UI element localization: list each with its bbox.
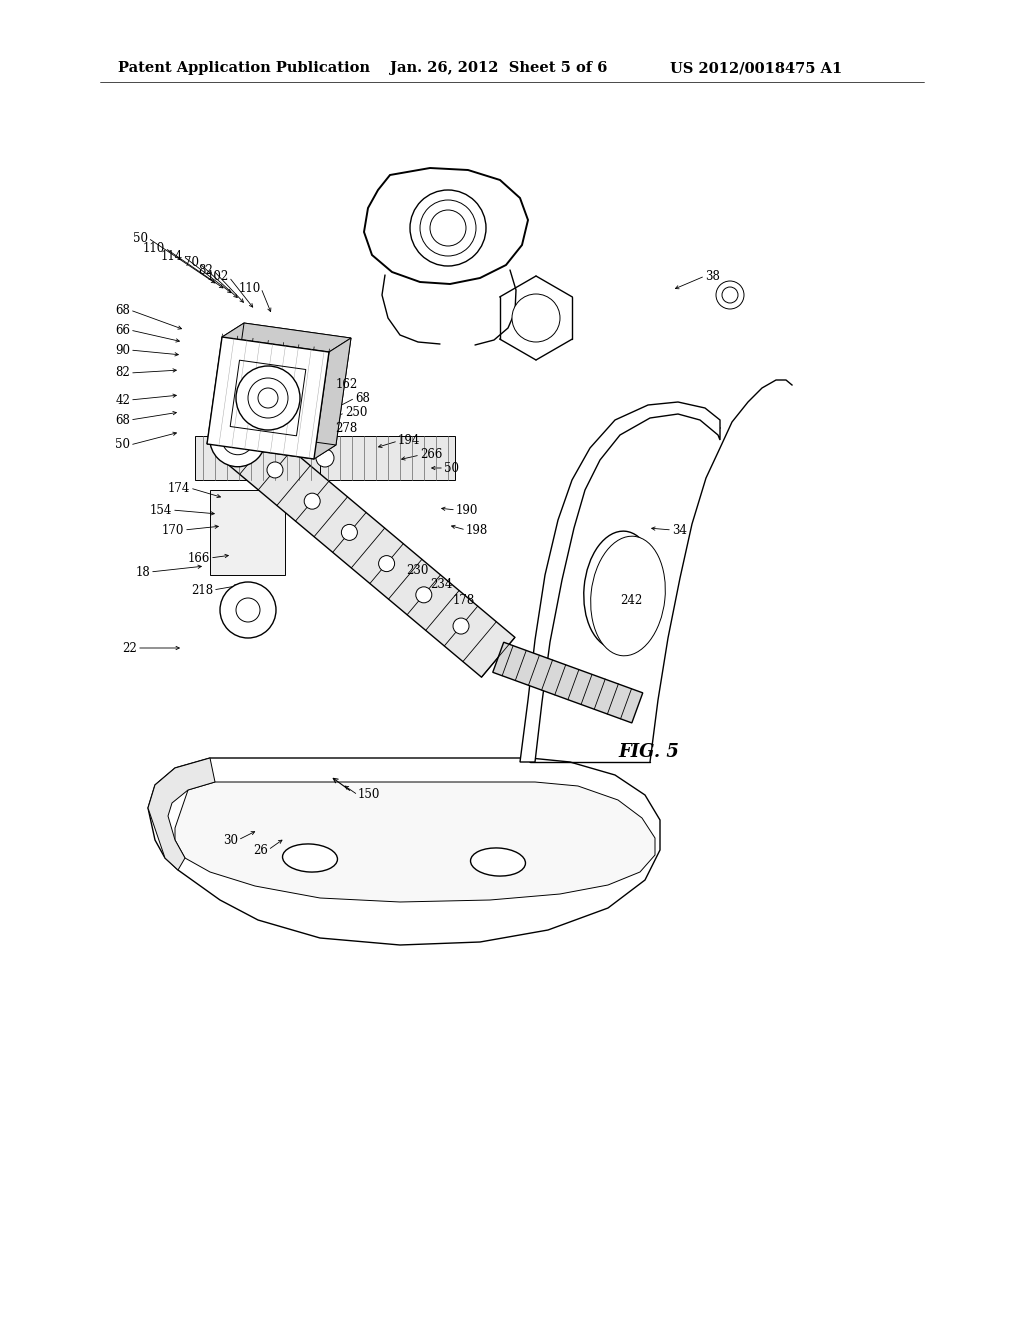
Text: 30: 30 xyxy=(223,833,238,846)
Polygon shape xyxy=(195,436,319,480)
Ellipse shape xyxy=(283,843,338,873)
Circle shape xyxy=(236,366,300,430)
Text: 170: 170 xyxy=(162,524,184,536)
Text: Patent Application Publication: Patent Application Publication xyxy=(118,61,370,75)
Text: 110: 110 xyxy=(142,242,165,255)
Circle shape xyxy=(236,598,260,622)
Circle shape xyxy=(512,294,560,342)
Circle shape xyxy=(453,618,469,634)
Text: 230: 230 xyxy=(406,564,428,577)
Text: 174: 174 xyxy=(168,482,190,495)
Circle shape xyxy=(410,190,486,267)
Ellipse shape xyxy=(470,847,525,876)
Text: Jan. 26, 2012  Sheet 5 of 6: Jan. 26, 2012 Sheet 5 of 6 xyxy=(390,61,607,75)
Polygon shape xyxy=(493,643,643,723)
Ellipse shape xyxy=(584,531,656,649)
Text: 18: 18 xyxy=(135,565,150,578)
Text: 218: 218 xyxy=(190,583,213,597)
Text: 34: 34 xyxy=(672,524,687,536)
Polygon shape xyxy=(210,490,285,576)
Polygon shape xyxy=(319,436,455,480)
Text: 166: 166 xyxy=(187,552,210,565)
Text: 198: 198 xyxy=(466,524,488,536)
Text: 82: 82 xyxy=(116,367,130,380)
Text: 266: 266 xyxy=(420,449,442,462)
Polygon shape xyxy=(207,323,244,444)
Text: 38: 38 xyxy=(705,269,720,282)
Circle shape xyxy=(341,524,357,540)
Polygon shape xyxy=(148,758,660,945)
Text: 50: 50 xyxy=(115,438,130,451)
Circle shape xyxy=(722,286,738,304)
Circle shape xyxy=(248,378,288,418)
Circle shape xyxy=(210,411,266,467)
Text: 50: 50 xyxy=(444,462,459,474)
Text: 42: 42 xyxy=(115,393,130,407)
Polygon shape xyxy=(207,430,336,459)
Circle shape xyxy=(316,449,334,467)
Text: 178: 178 xyxy=(453,594,475,606)
Text: 22: 22 xyxy=(122,642,137,655)
Circle shape xyxy=(416,587,432,603)
Circle shape xyxy=(267,462,283,478)
Text: 250: 250 xyxy=(345,407,368,420)
Text: 70: 70 xyxy=(184,256,199,269)
Polygon shape xyxy=(222,323,351,352)
Circle shape xyxy=(430,210,466,246)
Text: 82: 82 xyxy=(199,264,213,276)
Text: 50: 50 xyxy=(133,231,148,244)
Polygon shape xyxy=(520,403,720,762)
Text: 194: 194 xyxy=(398,434,421,447)
Text: 234: 234 xyxy=(430,578,453,591)
Text: 278: 278 xyxy=(335,422,357,436)
Text: 90: 90 xyxy=(115,343,130,356)
Text: 26: 26 xyxy=(253,843,268,857)
Ellipse shape xyxy=(591,536,666,656)
Polygon shape xyxy=(207,337,329,459)
Text: 242: 242 xyxy=(620,594,642,606)
Polygon shape xyxy=(148,758,215,870)
Circle shape xyxy=(258,388,278,408)
Text: 162: 162 xyxy=(336,379,358,392)
Text: 68: 68 xyxy=(115,304,130,317)
Text: 68: 68 xyxy=(355,392,370,404)
Text: 190: 190 xyxy=(456,503,478,516)
Text: 150: 150 xyxy=(358,788,380,801)
Text: 154: 154 xyxy=(150,503,172,516)
Circle shape xyxy=(220,582,276,638)
Text: FIG. 5: FIG. 5 xyxy=(618,743,679,762)
Text: 68: 68 xyxy=(115,413,130,426)
Text: US 2012/0018475 A1: US 2012/0018475 A1 xyxy=(670,61,843,75)
Circle shape xyxy=(716,281,744,309)
Text: 66: 66 xyxy=(115,323,130,337)
Circle shape xyxy=(304,494,321,510)
Text: 114: 114 xyxy=(161,249,183,263)
Text: 110: 110 xyxy=(239,281,261,294)
Polygon shape xyxy=(364,168,528,284)
Polygon shape xyxy=(314,338,351,459)
Polygon shape xyxy=(229,323,351,445)
Text: 102: 102 xyxy=(207,271,229,284)
Circle shape xyxy=(379,556,394,572)
Polygon shape xyxy=(175,781,655,902)
Polygon shape xyxy=(221,418,515,677)
